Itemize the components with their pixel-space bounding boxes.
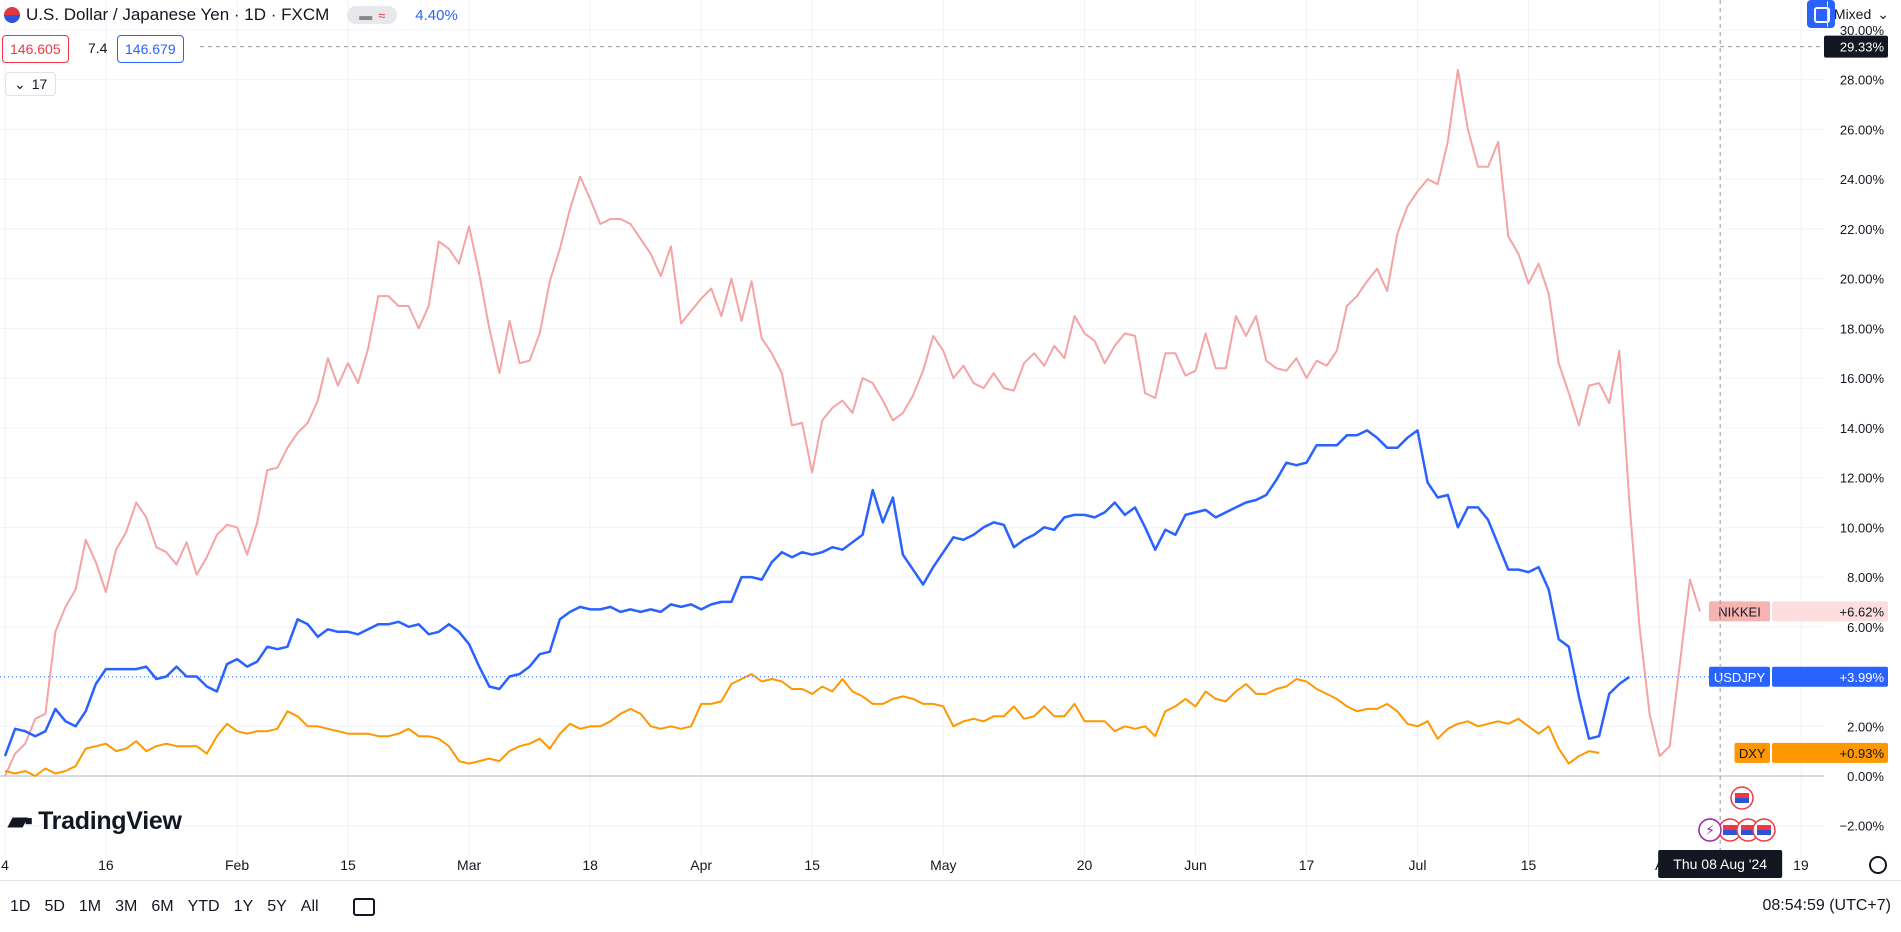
y-tick-label: 24.00% xyxy=(1840,172,1885,187)
x-tick-label: Apr xyxy=(690,857,712,873)
y-tick-label: 12.00% xyxy=(1840,471,1885,486)
y-tick-label: 30.00% xyxy=(1840,23,1885,38)
range-button-5y[interactable]: 5Y xyxy=(267,897,287,915)
x-tick-label: 15 xyxy=(804,857,820,873)
range-buttons: 1D 5D 1M 3M 6M YTD 1Y 5Y All xyxy=(10,898,333,916)
range-button-1m[interactable]: 1M xyxy=(78,897,102,915)
crosshair-date-bg xyxy=(1658,850,1783,878)
y-tick-label: 20.00% xyxy=(1840,272,1885,287)
x-tick-label: 15 xyxy=(1521,857,1537,873)
x-tick-label: 20 xyxy=(1077,857,1093,873)
y-tick-label: 18.00% xyxy=(1840,321,1885,336)
range-button-6m[interactable]: 6M xyxy=(151,897,174,915)
x-tick-label: 16 xyxy=(98,857,114,873)
y-tick-label: 26.00% xyxy=(1840,122,1885,137)
scale-toggle-icon[interactable] xyxy=(1807,0,1835,28)
y-tick-label: 0.00% xyxy=(1847,769,1884,784)
y-tick-label: 2.00% xyxy=(1847,719,1884,734)
range-button-1y[interactable]: 1Y xyxy=(233,897,254,915)
series-value-usdjpy: +3.99% xyxy=(1840,670,1885,685)
symbol-title[interactable]: U.S. Dollar / Japanese Yen · 1D · FXCM xyxy=(26,5,330,24)
series-value-nikkei: +6.62% xyxy=(1840,604,1885,619)
range-button-3m[interactable]: 3M xyxy=(115,897,138,915)
x-tick-label: 19 xyxy=(1793,857,1809,873)
range-button-all[interactable]: All xyxy=(300,897,319,915)
clock: 08:54:59 (UTC+7) xyxy=(1762,897,1891,914)
x-tick-label: 15 xyxy=(340,857,356,873)
symbol-header: U.S. Dollar / Japanese Yen · 1D · FXCM ▬… xyxy=(0,0,458,30)
series-tag-bg-usdjpy xyxy=(1709,666,1770,687)
event-flag-icon-stripe xyxy=(1735,793,1749,798)
tradingview-logo: ▰▪ TradingView xyxy=(8,806,182,836)
indicator-count: 17 xyxy=(31,76,48,92)
crosshair-value-label: 29.33% xyxy=(1840,40,1885,55)
series-line-nikkei xyxy=(4,68,1701,777)
compare-toggle-icon[interactable]: ▬ ≈ xyxy=(347,6,398,24)
x-tick-label: Jul xyxy=(1409,857,1427,873)
series-tag-nikkei: NIKKEI xyxy=(1718,604,1761,619)
scale-mode-label: Mixed xyxy=(1833,6,1872,22)
y-tick-label: 8.00% xyxy=(1847,570,1884,585)
event-flag-icon-stripe xyxy=(1723,825,1737,830)
ask-price-box[interactable]: 146.679 xyxy=(117,35,184,63)
x-tick-label: Jun xyxy=(1184,857,1207,873)
bid-price-box[interactable]: 146.605 xyxy=(2,35,69,63)
y-tick-label: 6.00% xyxy=(1847,620,1884,635)
x-tick-label: May xyxy=(930,857,956,873)
change-percent: 4.40% xyxy=(415,6,458,24)
event-flag-icon-stripe xyxy=(1757,825,1771,830)
series-tag-bg-dxy xyxy=(1734,742,1770,763)
logo-text: TradingView xyxy=(38,806,182,835)
y-tick-label: 16.00% xyxy=(1840,371,1885,386)
us-flag-icon xyxy=(4,7,20,23)
range-button-1d[interactable]: 1D xyxy=(10,897,31,915)
event-flag-icon-stripe xyxy=(1757,830,1771,835)
x-tick-label: 4 xyxy=(1,857,9,873)
event-flag-icon-stripe xyxy=(1741,830,1755,835)
series-tag-dxy: DXY xyxy=(1739,746,1766,761)
event-flag-icon-stripe xyxy=(1735,798,1749,803)
series-tag-usdjpy: USDJPY xyxy=(1714,670,1766,685)
y-tick-label: 22.00% xyxy=(1840,222,1885,237)
y-tick-label: 14.00% xyxy=(1840,421,1885,436)
event-flag-icon-stripe xyxy=(1741,825,1755,830)
event-flag-icon-stripe xyxy=(1723,830,1737,835)
range-button-ytd[interactable]: YTD xyxy=(187,897,220,915)
ask-price: 146.679 xyxy=(125,41,176,57)
chevron-down-icon: ⌄ xyxy=(14,75,26,92)
range-button-5d[interactable]: 5D xyxy=(44,897,65,915)
series-line-dxy xyxy=(4,673,1600,777)
logo-mark-icon: ▰▪ xyxy=(8,807,33,835)
lightning-icon[interactable] xyxy=(1698,818,1722,842)
series-tag-bg-nikkei xyxy=(1709,601,1770,622)
series-value-bg-nikkei xyxy=(1772,601,1888,622)
y-tick-label: 28.00% xyxy=(1840,73,1885,88)
chevron-down-icon: ⌄ xyxy=(1877,5,1889,22)
calendar-icon[interactable] xyxy=(352,897,375,916)
y-tick-label: 10.00% xyxy=(1840,520,1885,535)
x-tick-label: Feb xyxy=(225,857,249,873)
spread-value: 7.4 xyxy=(88,40,108,56)
y-tick-label: −2.00% xyxy=(1840,819,1885,834)
series-line-usdjpy xyxy=(3,429,1631,757)
scale-mode-select[interactable]: Mixed ⌄ xyxy=(1826,1,1895,27)
bottom-toolbar: 1D 5D 1M 3M 6M YTD 1Y 5Y All 08:54:59 (UTC+7) xyxy=(0,880,1901,932)
x-tick-label: 17 xyxy=(1299,857,1315,873)
series-value-bg-usdjpy xyxy=(1772,666,1888,687)
series-value-bg-dxy xyxy=(1772,742,1888,763)
crosshair-value-bg xyxy=(1824,35,1888,58)
lightning-glyph: ⚡ xyxy=(1705,823,1715,839)
crosshair-date-label: Thu 08 Aug '24 xyxy=(1673,856,1767,872)
series-value-dxy: +0.93% xyxy=(1840,746,1885,761)
gear-icon[interactable] xyxy=(1869,856,1887,874)
bid-price: 146.605 xyxy=(10,41,61,57)
x-tick-label: Mar xyxy=(457,857,481,873)
x-tick-label: 18 xyxy=(582,857,598,873)
indicator-toggle[interactable]: ⌄ 17 xyxy=(5,72,57,96)
